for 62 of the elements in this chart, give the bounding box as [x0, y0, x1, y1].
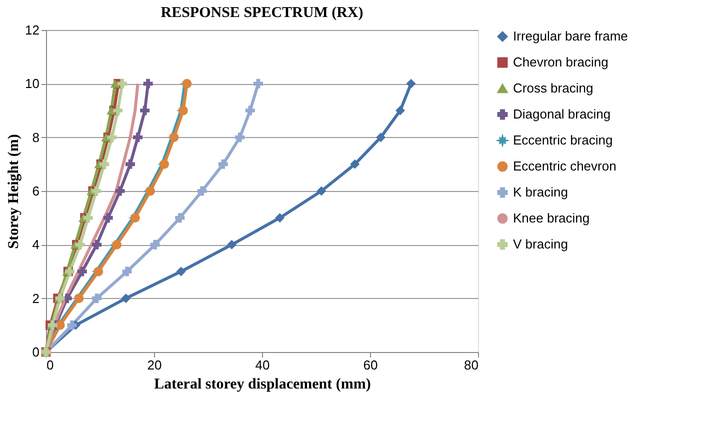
point — [406, 78, 416, 88]
x-tick-label: 40 — [255, 358, 270, 372]
y-tick-label: 0 — [32, 344, 40, 360]
point — [395, 106, 405, 116]
legend-label: Eccentric bracing — [513, 132, 613, 148]
point — [160, 159, 170, 169]
point — [253, 78, 263, 88]
y-tick-label: 12 — [25, 22, 40, 38]
point — [176, 266, 186, 276]
point — [245, 106, 255, 116]
legend-label: Chevron bracing — [513, 54, 608, 70]
point — [150, 240, 160, 250]
point — [125, 159, 135, 169]
point — [122, 266, 132, 276]
y-tick-label: 4 — [32, 237, 40, 252]
point — [113, 106, 123, 116]
point — [94, 266, 104, 276]
point — [83, 213, 93, 223]
x-tick-label: 20 — [147, 358, 162, 372]
point — [140, 106, 150, 116]
x-tick-label: 0 — [46, 358, 54, 372]
y-axis-title: Storey Height (m) — [6, 134, 22, 249]
point — [316, 186, 326, 196]
point — [115, 186, 125, 196]
point — [227, 240, 237, 250]
y-tick-label: 8 — [32, 130, 40, 145]
point — [117, 78, 127, 88]
y-tick-label: 10 — [25, 76, 40, 92]
point — [92, 294, 102, 304]
x-tick-label: 80 — [464, 358, 478, 372]
point — [110, 80, 120, 88]
x-tick-label: 60 — [363, 358, 378, 372]
point — [275, 213, 285, 223]
point — [175, 213, 185, 223]
point — [106, 106, 116, 115]
y-tick-label: 2 — [32, 290, 40, 306]
legend-label: Cross bracing — [513, 80, 594, 96]
point — [77, 266, 87, 276]
point — [75, 240, 85, 250]
point — [92, 240, 102, 250]
point — [235, 132, 245, 142]
point — [67, 320, 77, 330]
point — [197, 186, 207, 196]
y-tick-label: 6 — [32, 184, 40, 198]
legend-label: Diagonal bracing — [513, 106, 611, 122]
point — [350, 159, 360, 169]
point — [143, 78, 153, 88]
legend-label: K bracing — [513, 184, 568, 200]
legend-label: V bracing — [513, 236, 568, 252]
x-axis-title: Lateral storey displacement (mm) — [154, 376, 371, 392]
point — [376, 132, 386, 142]
legend-label: Knee bracing — [513, 210, 590, 226]
point — [218, 159, 228, 169]
legend-label: Eccentric chevron — [513, 158, 616, 174]
point — [100, 159, 110, 169]
point — [121, 294, 131, 304]
point — [107, 132, 117, 142]
point — [133, 132, 143, 142]
chart-title: RESPONSE SPECTRUM (RX) — [160, 5, 364, 21]
point — [91, 186, 101, 196]
point — [103, 213, 113, 223]
legend-label: Irregular bare frame — [513, 28, 628, 44]
